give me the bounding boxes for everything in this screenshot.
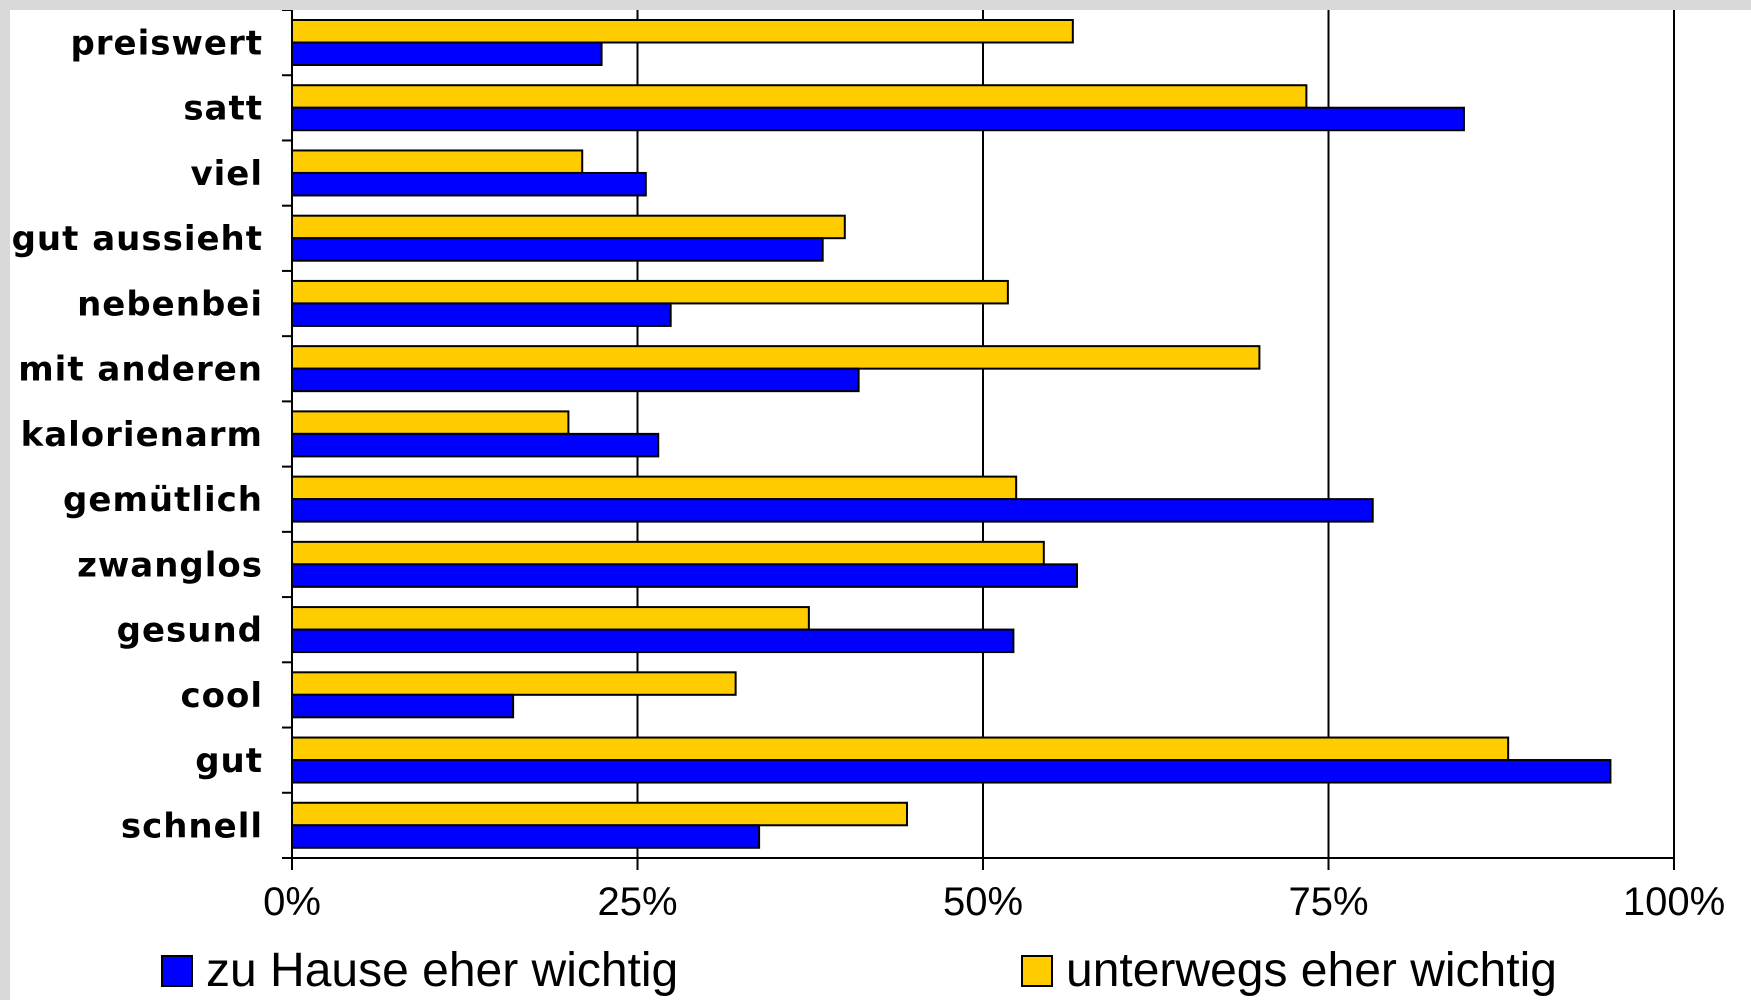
category-label: mit anderen — [18, 350, 263, 390]
bar — [291, 410, 570, 435]
x-tick-label: 25% — [597, 880, 677, 924]
bar-chart: preiswert satt viel gut aussieht nebenbei mit… — [12, 10, 1725, 997]
bar — [291, 237, 824, 262]
bar — [291, 475, 1018, 501]
bar — [291, 540, 1045, 566]
legend-swatch — [1021, 955, 1053, 987]
category-label: schnell — [121, 806, 263, 846]
x-tick-labels: 0% 25% 50% 75% 100% — [263, 880, 1725, 924]
bar — [291, 302, 672, 327]
chart-area: preiswert satt viel gut aussieht nebenbei mit… — [10, 10, 1751, 1000]
category-label: zwanglos — [77, 545, 263, 585]
bar — [291, 214, 846, 240]
category-label: satt — [183, 89, 263, 129]
category-label: kalorienarm — [21, 415, 263, 455]
bar — [291, 498, 1374, 523]
category-label: viel — [190, 154, 263, 194]
bar — [291, 671, 737, 696]
legend: zu Hause eher wichtig unterwegs eher wich… — [161, 944, 1557, 997]
bar — [291, 736, 1510, 762]
legend-item: unterwegs eher wichtig — [1021, 944, 1557, 997]
category-label: gemütlich — [63, 480, 263, 520]
category-label: gut aussieht — [12, 219, 263, 259]
category-label: preiswert — [70, 24, 263, 64]
bar — [291, 824, 761, 849]
bar — [291, 367, 860, 393]
legend-item: zu Hause eher wichtig — [161, 944, 678, 997]
bar — [291, 41, 603, 66]
bar — [291, 149, 584, 174]
category-label: cool — [180, 676, 263, 716]
bar — [291, 171, 647, 197]
gridlines — [636, 10, 1675, 858]
bar — [291, 279, 1009, 305]
bar — [291, 563, 1078, 588]
bar — [291, 432, 660, 458]
bar — [291, 606, 810, 631]
x-tick-label: 0% — [263, 880, 321, 924]
bar — [291, 628, 1015, 654]
legend-swatch — [161, 955, 193, 987]
axes — [282, 10, 1675, 870]
x-tick-label: 50% — [943, 880, 1023, 924]
legend-label: zu Hause eher wichtig — [206, 944, 678, 997]
bar — [291, 106, 1465, 132]
category-label: gut — [195, 741, 263, 781]
bar — [291, 801, 908, 827]
legend-label: unterwegs eher wichtig — [1066, 944, 1557, 997]
bar — [291, 19, 1074, 44]
bar — [291, 693, 515, 719]
bar — [291, 84, 1308, 109]
category-label: gesund — [117, 611, 263, 651]
bar — [291, 759, 1612, 784]
bar — [291, 345, 1261, 370]
category-labels: preiswert satt viel gut aussieht nebenbei mit… — [12, 24, 263, 847]
category-label: nebenbei — [77, 284, 263, 324]
x-tick-label: 75% — [1288, 880, 1368, 924]
x-tick-label: 100% — [1623, 880, 1725, 924]
bars — [291, 19, 1612, 849]
